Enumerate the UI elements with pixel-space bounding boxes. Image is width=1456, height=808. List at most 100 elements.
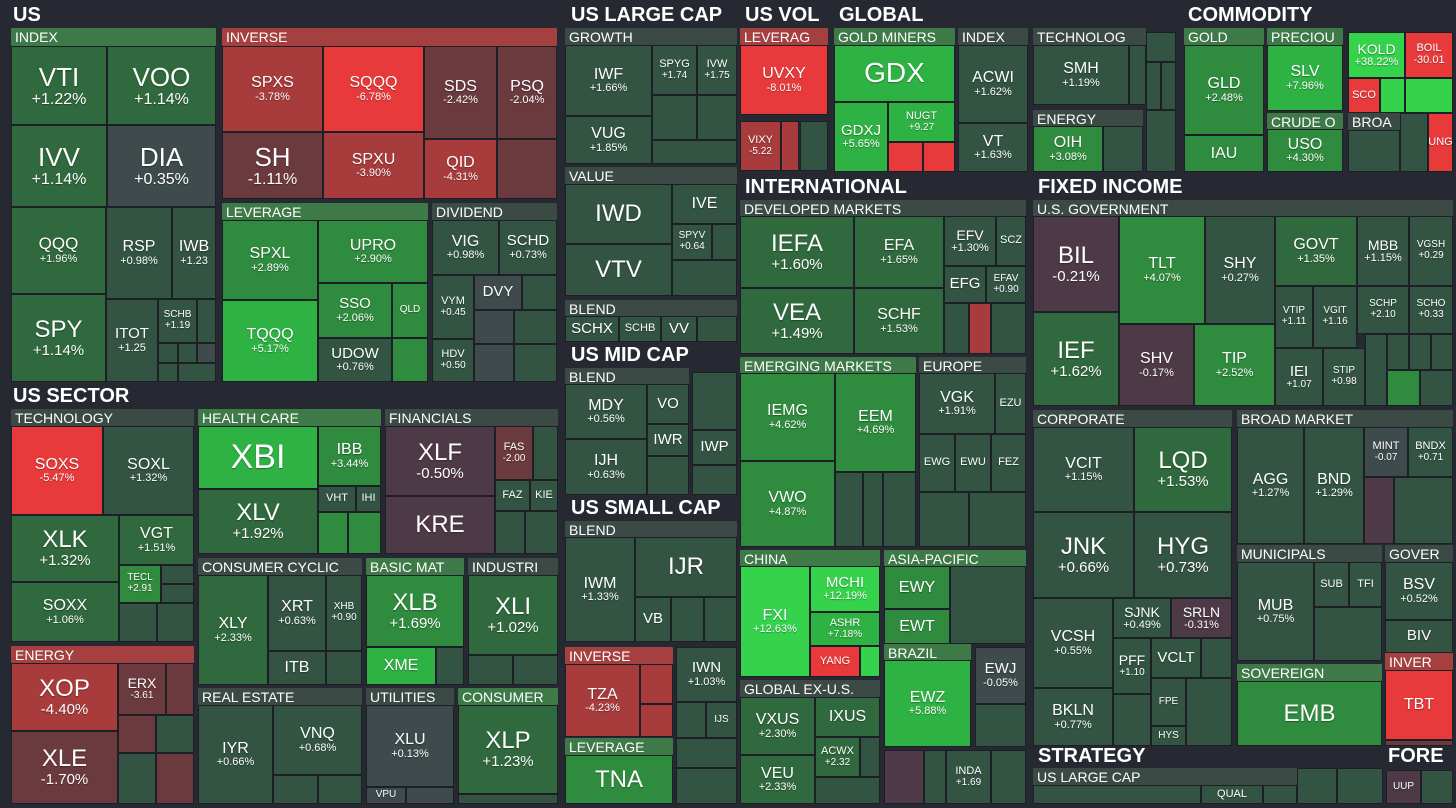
ticker-tile-gdxj[interactable]: GDXJ +5.65% xyxy=(834,102,888,172)
ticker-tile-unlabeled[interactable] xyxy=(712,224,737,260)
ticker-tile-ung[interactable]: UNG xyxy=(1428,113,1453,172)
ticker-tile-unlabeled[interactable] xyxy=(1113,694,1151,746)
ticker-tile-unlabeled[interactable] xyxy=(676,768,737,804)
ticker-tile-sqqq[interactable]: SQQQ -6.78% xyxy=(323,46,424,132)
ticker-tile-xlk[interactable]: XLK +1.32% xyxy=(11,515,119,582)
ticker-tile-unlabeled[interactable] xyxy=(969,303,991,354)
ticker-tile-spyg[interactable]: SPYG +1.74 xyxy=(652,45,697,95)
ticker-tile-unlabeled[interactable] xyxy=(950,566,1026,644)
ticker-tile-stip[interactable]: STIP +0.98 xyxy=(1323,348,1365,406)
ticker-tile-scz[interactable]: SCZ xyxy=(996,216,1026,266)
ticker-tile-mint[interactable]: MINT -0.07 xyxy=(1364,427,1408,477)
ticker-tile-unlabeled[interactable] xyxy=(161,584,194,603)
ticker-tile-unlabeled[interactable] xyxy=(1431,334,1453,370)
ticker-tile-unlabeled[interactable] xyxy=(118,753,156,804)
ticker-tile-inda[interactable]: INDA +1.69 xyxy=(946,750,991,804)
ticker-tile-unlabeled[interactable] xyxy=(781,121,799,171)
ticker-tile-vcsh[interactable]: VCSH +0.55% xyxy=(1033,598,1113,688)
ticker-tile-unlabeled[interactable] xyxy=(156,753,194,804)
ticker-tile-vclt[interactable]: VCLT xyxy=(1151,638,1201,678)
ticker-tile-dia[interactable]: DIA +0.35% xyxy=(107,125,216,207)
ticker-tile-unlabeled[interactable] xyxy=(513,655,558,685)
ticker-tile-tlt[interactable]: TLT +4.07% xyxy=(1119,216,1205,324)
ticker-tile-unlabeled[interactable] xyxy=(1103,126,1143,172)
ticker-tile-mdy[interactable]: MDY +0.56% xyxy=(565,384,647,439)
ticker-tile-mchi[interactable]: MCHI +12.19% xyxy=(810,566,880,612)
ticker-tile-ihi[interactable]: IHI xyxy=(356,486,381,512)
ticker-tile-sh[interactable]: SH -1.11% xyxy=(222,132,323,199)
ticker-tile-vt[interactable]: VT +1.63% xyxy=(958,123,1028,172)
ticker-tile-iwp[interactable]: IWP xyxy=(692,430,737,465)
ticker-tile-unlabeled[interactable] xyxy=(697,316,737,342)
ticker-tile-qqq[interactable]: QQQ +1.96% xyxy=(11,207,106,294)
ticker-tile-acwx[interactable]: ACWX +2.32 xyxy=(815,737,860,777)
ticker-tile-unlabeled[interactable] xyxy=(1394,477,1453,544)
ticker-tile-ief[interactable]: IEF +1.62% xyxy=(1033,312,1119,406)
ticker-tile-unlabeled[interactable] xyxy=(969,492,1026,547)
ticker-tile-unlabeled[interactable] xyxy=(525,511,558,554)
ticker-tile-unlabeled[interactable] xyxy=(1146,62,1161,110)
ticker-tile-vpu[interactable]: VPU xyxy=(366,787,406,804)
ticker-tile-unlabeled[interactable] xyxy=(273,775,318,804)
ticker-tile-unlabeled[interactable] xyxy=(860,737,880,777)
ticker-tile-unlabeled[interactable] xyxy=(672,260,737,296)
ticker-tile-kold[interactable]: KOLD +38.22% xyxy=(1348,32,1405,78)
ticker-tile-soxx[interactable]: SOXX +1.06% xyxy=(11,582,119,642)
ticker-tile-uvxy[interactable]: UVXY -8.01% xyxy=(740,45,828,115)
ticker-tile-unlabeled[interactable] xyxy=(436,647,464,685)
ticker-tile-iwb[interactable]: IWB +1.23 xyxy=(172,207,216,299)
ticker-tile-xop[interactable]: XOP -4.40% xyxy=(11,663,118,731)
ticker-tile-iyr[interactable]: IYR +0.66% xyxy=(198,705,273,804)
ticker-tile-unlabeled[interactable] xyxy=(944,303,969,354)
ticker-tile-unlabeled[interactable] xyxy=(704,597,737,642)
ticker-tile-veu[interactable]: VEU +2.33% xyxy=(740,755,815,804)
ticker-tile-dvy[interactable]: DVY xyxy=(474,275,522,310)
ticker-tile-xlp[interactable]: XLP +1.23% xyxy=(458,705,558,794)
ticker-tile-vht[interactable]: VHT xyxy=(318,486,356,512)
ticker-tile-iefa[interactable]: IEFA +1.60% xyxy=(740,216,854,288)
ticker-tile-unlabeled[interactable] xyxy=(923,142,955,172)
ticker-tile-itot[interactable]: ITOT +1.25 xyxy=(106,299,158,382)
ticker-tile-unlabeled[interactable] xyxy=(800,121,828,171)
ticker-tile-nugt[interactable]: NUGT +9.27 xyxy=(888,102,955,142)
ticker-tile-unlabeled[interactable] xyxy=(676,702,706,738)
ticker-tile-mub[interactable]: MUB +0.75% xyxy=(1237,562,1314,661)
ticker-tile-bsv[interactable]: BSV +0.52% xyxy=(1385,562,1453,620)
ticker-tile-kie[interactable]: KIE xyxy=(530,480,558,511)
ticker-tile-unlabeled[interactable] xyxy=(884,750,924,804)
ticker-tile-unlabeled[interactable] xyxy=(1186,678,1232,746)
ticker-tile-iwf[interactable]: IWF +1.66% xyxy=(565,45,652,116)
ticker-tile-vtip[interactable]: VTIP +1.11 xyxy=(1275,286,1313,348)
ticker-tile-acwi[interactable]: ACWI +1.62% xyxy=(958,45,1028,123)
ticker-tile-sds[interactable]: SDS -2.42% xyxy=(424,46,497,139)
ticker-tile-tna[interactable]: TNA xyxy=(565,755,673,804)
ticker-tile-ivw[interactable]: IVW +1.75 xyxy=(697,45,737,95)
ticker-tile-unlabeled[interactable] xyxy=(692,465,737,495)
ticker-tile-ashr[interactable]: ASHR +7.18% xyxy=(810,612,880,646)
ticker-tile-bndx[interactable]: BNDX +0.71 xyxy=(1408,427,1453,477)
ticker-tile-xhb[interactable]: XHB +0.90 xyxy=(326,575,362,651)
ticker-tile-unlabeled[interactable] xyxy=(197,343,216,363)
ticker-tile-unlabeled[interactable] xyxy=(178,343,197,363)
ticker-tile-unlabeled[interactable] xyxy=(652,140,737,164)
ticker-tile-unlabeled[interactable] xyxy=(178,363,216,382)
ticker-tile-unlabeled[interactable] xyxy=(1314,607,1382,661)
ticker-tile-unlabeled[interactable] xyxy=(697,95,737,140)
ticker-tile-gdx[interactable]: GDX xyxy=(834,45,955,102)
ticker-tile-spy[interactable]: SPY +1.14% xyxy=(11,294,106,382)
ticker-tile-unlabeled[interactable] xyxy=(497,139,557,199)
ticker-tile-unlabeled[interactable] xyxy=(1421,770,1453,804)
ticker-tile-vgk[interactable]: VGK +1.91% xyxy=(919,373,995,434)
ticker-tile-vxus[interactable]: VXUS +2.30% xyxy=(740,697,815,755)
ticker-tile-smh[interactable]: SMH +1.19% xyxy=(1033,45,1129,105)
ticker-tile-unlabeled[interactable] xyxy=(158,343,178,363)
ticker-tile-iwn[interactable]: IWN +1.03% xyxy=(676,647,737,702)
ticker-tile-schp[interactable]: SCHP +2.10 xyxy=(1357,286,1409,334)
ticker-tile-ijr[interactable]: IJR xyxy=(635,537,737,597)
ticker-tile-schb[interactable]: SCHB xyxy=(619,316,661,342)
ticker-tile-unlabeled[interactable] xyxy=(1420,370,1453,406)
ticker-tile-ive[interactable]: IVE xyxy=(672,184,737,224)
ticker-tile-biv[interactable]: BIV xyxy=(1385,620,1453,653)
ticker-tile-xly[interactable]: XLY +2.33% xyxy=(198,575,268,685)
ticker-tile-lqd[interactable]: LQD +1.53% xyxy=(1134,427,1232,512)
